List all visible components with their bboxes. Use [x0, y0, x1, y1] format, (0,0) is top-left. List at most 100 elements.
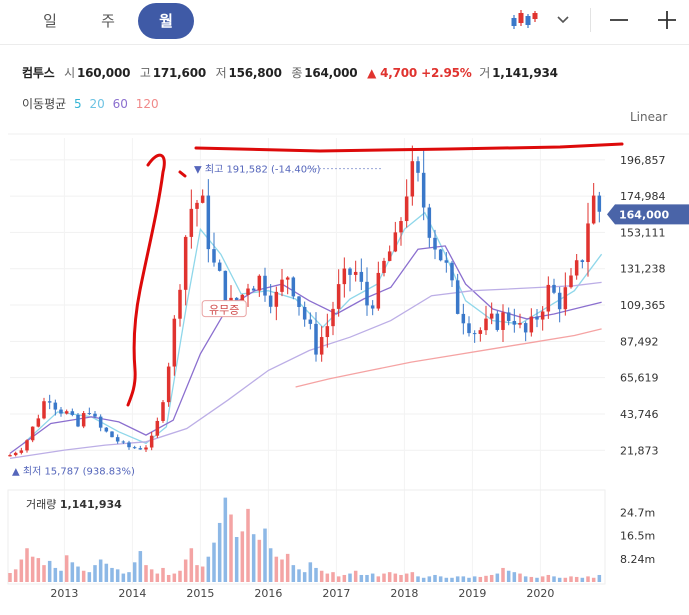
volume-bar: [172, 573, 177, 582]
ma-title: 이동평균: [22, 97, 67, 111]
candle-body: [251, 288, 256, 291]
candle-body: [200, 195, 205, 203]
candle-body: [195, 202, 199, 209]
candle-body: [234, 297, 239, 309]
plus-icon[interactable]: [656, 6, 678, 34]
candle-body: [263, 275, 267, 296]
volume-bar: [382, 573, 386, 582]
close-value: 164,000: [304, 66, 358, 80]
volume-bar: [421, 577, 426, 582]
candle-body: [410, 161, 415, 197]
candle-body: [291, 277, 296, 297]
volume-bar: [234, 537, 239, 582]
volume-bar: [359, 574, 364, 582]
candle-body: [433, 237, 437, 250]
volume-bar: [450, 577, 454, 582]
candle-body: [70, 411, 75, 415]
candle-body: [64, 411, 69, 414]
ma-20[interactable]: 20: [89, 97, 105, 111]
candle-body: [178, 289, 182, 319]
candle-body: [155, 420, 160, 436]
volume-bar: [246, 508, 250, 582]
candle-body: [93, 413, 97, 417]
stock-name: 컴투스: [22, 66, 55, 80]
candle-body: [495, 313, 500, 330]
candle-body: [591, 195, 596, 224]
candle-body: [223, 270, 228, 305]
volume-bar: [399, 574, 403, 582]
candle-body: [370, 305, 375, 309]
annotation-curve: [126, 153, 166, 407]
volume-bar: [93, 565, 97, 582]
ma-5[interactable]: 5: [74, 97, 82, 111]
volume-bar: [376, 576, 381, 582]
volume-bar: [387, 572, 392, 582]
volume-bar: [178, 570, 182, 582]
scale-toggle[interactable]: Linear: [630, 110, 668, 124]
volume-bar: [404, 573, 409, 582]
candle-body: [314, 323, 318, 355]
candle-body: [19, 450, 24, 453]
candle-body: [144, 447, 148, 450]
volume-bar: [365, 574, 369, 582]
volume-bar: [563, 577, 568, 582]
volume-bar: [336, 576, 341, 582]
volume-bar: [285, 553, 290, 582]
minus-icon[interactable]: [608, 6, 630, 34]
candle-body: [98, 416, 103, 428]
volume-bar: [110, 567, 114, 582]
open-value: 160,000: [77, 66, 131, 80]
volume-bar: [489, 574, 494, 582]
change-arrow-icon: ▲: [367, 66, 377, 80]
candle-body: [523, 323, 528, 333]
candle-body: [353, 271, 358, 275]
volume-bar: [455, 576, 460, 582]
volume-bar: [314, 567, 318, 582]
year-tick-label: 2014: [118, 587, 146, 600]
candlestick-icon[interactable]: [510, 6, 540, 34]
candle-body: [574, 260, 579, 276]
volume-bar: [523, 576, 528, 582]
volume-bar: [25, 548, 29, 582]
volume-bar: [166, 574, 171, 582]
candle-body: [421, 172, 426, 208]
volume-bar: [127, 572, 131, 582]
volume-bar: [557, 577, 562, 582]
volume-bar: [319, 570, 324, 582]
candle-body: [212, 249, 216, 263]
ma-60[interactable]: 60: [112, 97, 128, 111]
volume-bar: [461, 576, 466, 582]
ma-120[interactable]: 120: [135, 97, 159, 111]
candle-body: [76, 414, 80, 427]
volume-bar: [501, 567, 505, 582]
candle-body: [546, 284, 551, 312]
event-badge: [201, 300, 247, 318]
candle-body: [297, 296, 301, 307]
candle-body: [427, 207, 432, 238]
candle-body: [30, 426, 35, 441]
chevron-down-icon[interactable]: [556, 6, 570, 34]
year-tick-label: 2020: [526, 587, 554, 600]
candle-body: [529, 316, 534, 333]
volume-bar: [70, 562, 75, 582]
volume-bar: [195, 565, 199, 582]
candle-body: [280, 279, 284, 292]
volume-bar: [64, 555, 69, 582]
volume-bar: [212, 542, 216, 582]
candle-body: [540, 311, 545, 320]
tab-daily[interactable]: 일: [43, 12, 57, 30]
volume-bar: [308, 562, 313, 582]
candle-body: [331, 308, 335, 327]
volume-bar: [47, 560, 52, 582]
volume-bar: [512, 572, 517, 582]
volume-bar: [155, 573, 160, 582]
tab-monthly[interactable]: 월: [138, 3, 194, 39]
candle-body: [285, 277, 290, 280]
volume-bar: [586, 576, 590, 582]
tab-weekly[interactable]: 주: [101, 12, 115, 30]
candle-body: [47, 401, 52, 403]
volume-bar: [472, 576, 477, 582]
candle-body: [557, 292, 562, 310]
candle-body: [36, 418, 41, 427]
